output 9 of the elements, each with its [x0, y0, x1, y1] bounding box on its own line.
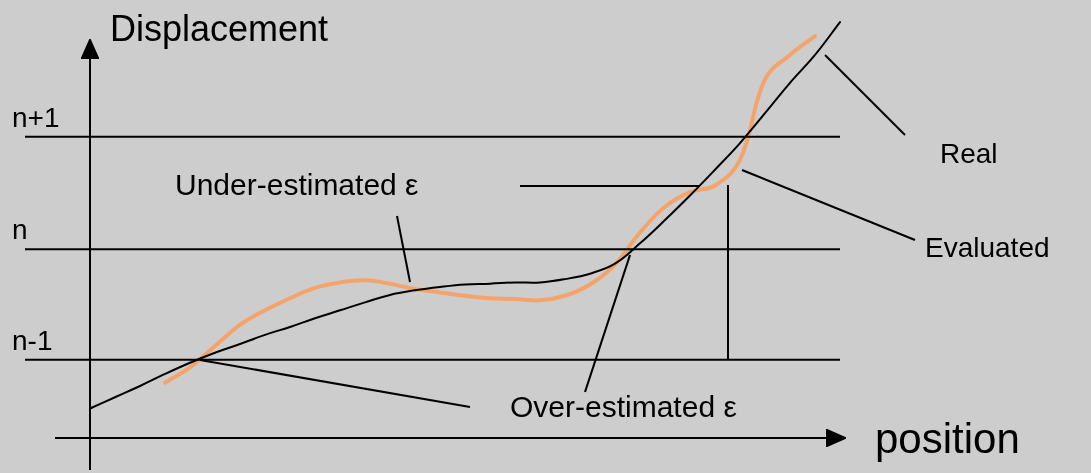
text: Real	[940, 138, 998, 170]
annotation: Under-estimated ε	[175, 168, 419, 202]
ref-line-label: n	[12, 213, 28, 245]
annotation: Over-estimated ε	[510, 390, 737, 424]
ref-line-label: n-1	[12, 324, 53, 356]
ref-line-label: n+1	[12, 101, 60, 133]
y-axis-title: Displacement	[110, 8, 329, 50]
text: Evaluated	[925, 232, 1050, 264]
x-axis-title: position	[875, 415, 1020, 463]
